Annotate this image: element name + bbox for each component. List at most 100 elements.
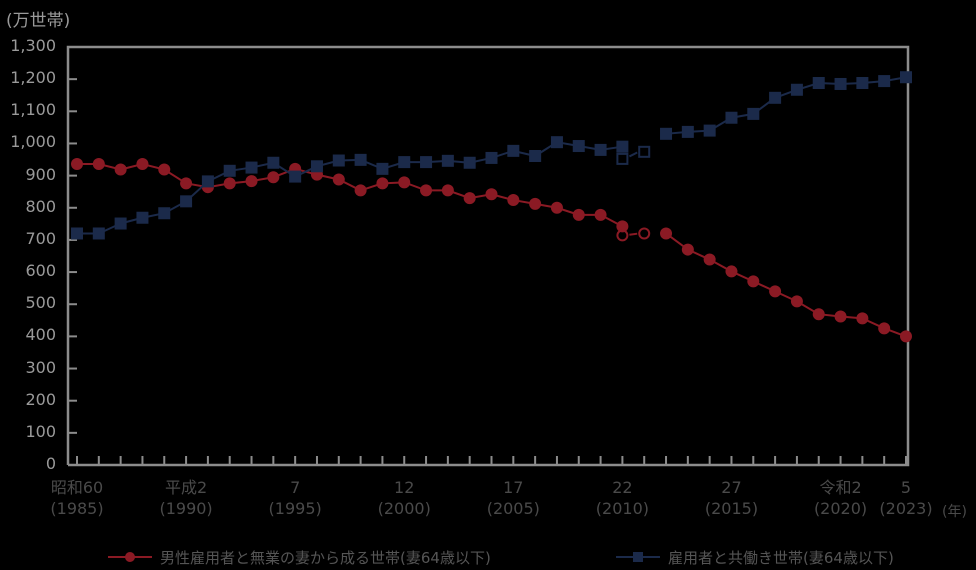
data-point-square (376, 162, 389, 175)
data-point-square (223, 164, 236, 177)
plot-frame (66, 45, 910, 467)
data-point-circle (158, 163, 171, 176)
data-point-square (834, 77, 847, 90)
data-point-square (790, 83, 803, 96)
data-point-circle (900, 330, 912, 343)
data-point-circle (398, 176, 411, 189)
legend-label-blue: 雇用者と共働き世帯(妻64歳以下) (668, 548, 894, 567)
data-point-square (201, 175, 214, 188)
data-point-circle (463, 192, 476, 205)
data-point-square (507, 144, 520, 157)
x-tick-label: 17 (2005) (486, 478, 540, 518)
x-axis-unit-label: (年) (942, 504, 967, 520)
data-point-square (354, 153, 367, 166)
data-point-circle (71, 158, 83, 171)
data-point-circle (812, 308, 825, 321)
data-point-square (856, 77, 869, 90)
data-point-square (703, 124, 716, 137)
data-point-square (900, 71, 912, 84)
y-tick-label: 500 (25, 293, 56, 313)
data-point-square (289, 170, 302, 183)
data-point-circle (332, 173, 345, 186)
x-tick-label: 7 (1995) (268, 478, 322, 518)
data-point-circle (834, 310, 847, 323)
y-tick-label: 200 (25, 389, 56, 409)
x-tick-label: 平成2 (1990) (159, 478, 213, 518)
data-point-square (71, 227, 83, 240)
data-point-circle (245, 175, 258, 188)
y-tick-label: 600 (25, 261, 56, 281)
data-point-circle (529, 197, 542, 210)
legend-label-red: 男性雇用者と無業の妻から成る世帯(妻64歳以下) (160, 548, 491, 567)
data-point-square (158, 207, 171, 220)
open-data-point-circle (638, 227, 651, 240)
x-tick-label: 12 (2000) (377, 478, 431, 518)
data-point-circle (420, 184, 433, 197)
y-tick-label: 900 (25, 164, 56, 184)
data-point-square (92, 227, 105, 240)
data-point-square (660, 127, 673, 140)
data-point-square (441, 154, 454, 167)
data-point-square (267, 156, 280, 169)
data-point-circle (594, 208, 607, 221)
open-point-connector (628, 151, 638, 158)
x-tick-label: 5 (2023) (879, 478, 933, 518)
open-data-point-square (616, 152, 629, 165)
y-tick-label: 1,200 (10, 68, 56, 88)
data-point-circle (681, 243, 694, 256)
y-tick-label: 1,300 (10, 36, 56, 55)
legend-item-male-employee-nonworking-wife: 男性雇用者と無業の妻から成る世帯(妻64歳以下) (108, 546, 491, 568)
data-point-square (616, 140, 629, 153)
data-point-circle (550, 201, 563, 214)
data-point-circle (660, 227, 673, 240)
data-point-square (769, 91, 782, 104)
x-tick-label: 27 (2015) (704, 478, 759, 518)
y-tick-label: 400 (25, 325, 56, 345)
data-point-circle (856, 312, 869, 325)
data-point-circle (747, 275, 760, 288)
series-line (665, 76, 907, 135)
series-line (665, 232, 907, 338)
data-point-circle (572, 208, 585, 221)
data-point-square (681, 125, 694, 138)
data-point-circle (616, 220, 629, 233)
data-point-circle (725, 265, 738, 278)
y-tick-label: 300 (25, 357, 56, 377)
y-axis-unit-label: (万世帯) (6, 11, 71, 31)
data-point-circle (790, 295, 803, 308)
data-point-circle (769, 285, 782, 298)
data-point-circle (223, 177, 236, 190)
x-tick-label: 昭和60 (1985) (50, 478, 104, 518)
data-point-circle (92, 158, 105, 171)
data-point-circle (703, 253, 716, 266)
data-point-square (529, 150, 542, 163)
data-point-circle (136, 158, 149, 171)
y-tick-label: 800 (25, 196, 56, 216)
data-point-square (180, 195, 193, 208)
y-tick-label: 1,100 (10, 100, 56, 120)
data-point-square (594, 143, 607, 156)
data-point-square (420, 156, 433, 169)
y-tick-label: 1,000 (10, 132, 56, 152)
data-point-square (114, 217, 127, 230)
data-point-square (136, 211, 149, 224)
data-point-circle (376, 177, 389, 190)
open-data-point-square (638, 145, 651, 158)
data-point-circle (441, 184, 454, 197)
y-tick-label: 0 (45, 454, 56, 473)
data-point-square (812, 77, 825, 90)
red-circle-line-legend-icon (108, 552, 152, 562)
data-point-square (332, 154, 345, 167)
data-point-circle (354, 184, 367, 197)
data-point-square (485, 151, 498, 164)
data-point-circle (180, 177, 193, 190)
x-tick-label: 令和2 (2020) (813, 478, 868, 518)
data-point-square (550, 136, 563, 149)
data-point-circle (878, 322, 891, 335)
legend-item-dual-income: 雇用者と共働き世帯(妻64歳以下) (616, 546, 894, 568)
blue-square-line-legend-icon (616, 552, 660, 562)
open-point-connector (629, 232, 638, 236)
data-point-circle (114, 163, 127, 176)
data-point-square (310, 160, 323, 173)
